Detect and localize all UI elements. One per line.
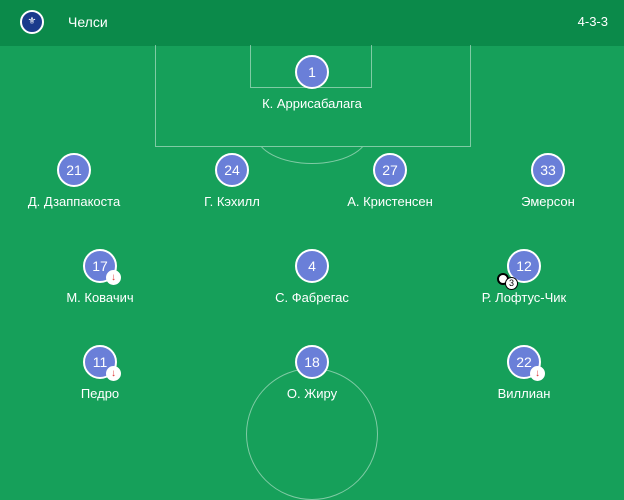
player[interactable]: 24 Г. Кэхилл — [152, 153, 312, 209]
player-number: 18 — [295, 345, 329, 379]
player-number: 1 — [295, 55, 329, 89]
goals-indicator: 3 — [497, 273, 521, 290]
player-number-text: 22 — [516, 354, 532, 370]
player-number-text: 4 — [308, 258, 316, 274]
player[interactable]: 18 О. Жиру — [232, 345, 392, 401]
player[interactable]: 4 С. Фабрегас — [232, 249, 392, 305]
player-number-text: 12 — [516, 258, 532, 274]
player[interactable]: 12 3 Р. Лофтус-Чик — [444, 249, 604, 305]
team-crest-icon: ⚜ — [20, 10, 44, 34]
team-header: ⚜ Челси 4-3-3 — [0, 0, 624, 46]
player[interactable]: 27 А. Кристенсен — [310, 153, 470, 209]
player-number: 21 — [57, 153, 91, 187]
player-name: Д. Дзаппакоста — [27, 194, 121, 209]
player[interactable]: 33 Эмерсон — [468, 153, 624, 209]
player-number-text: 11 — [92, 354, 108, 370]
penalty-box — [155, 45, 471, 147]
player-number-text: 27 — [382, 162, 398, 178]
substitution-out-icon: ↓ — [106, 366, 121, 381]
player-name: О. Жиру — [286, 386, 338, 401]
player-number-text: 21 — [66, 162, 82, 178]
player[interactable]: 21 Д. Дзаппакоста — [0, 153, 154, 209]
player[interactable]: 1 К. Аррисабалага — [232, 55, 392, 111]
player-name: С. Фабрегас — [275, 290, 349, 305]
player-number-text: 18 — [304, 354, 320, 370]
player-number: 11 ↓ — [83, 345, 121, 381]
player-name: Педро — [80, 386, 120, 401]
player-number-text: 24 — [224, 162, 240, 178]
player-number: 17 ↓ — [83, 249, 121, 285]
player-number-text: 1 — [308, 64, 316, 80]
player[interactable]: 22 ↓ Виллиан — [444, 345, 604, 401]
goal-count: 3 — [505, 277, 518, 290]
player[interactable]: 17 ↓ М. Ковачич — [20, 249, 180, 305]
player-name: Эмерсон — [521, 194, 575, 209]
player-name: Р. Лофтус-Чик — [481, 290, 567, 305]
substitution-out-icon: ↓ — [530, 366, 545, 381]
player-number: 27 — [373, 153, 407, 187]
player[interactable]: 11 ↓ Педро — [20, 345, 180, 401]
player-number-text: 33 — [540, 162, 556, 178]
formation: 4-3-3 — [577, 14, 608, 29]
player-name: А. Кристенсен — [347, 194, 433, 209]
player-number-text: 17 — [92, 258, 108, 274]
player-number: 12 3 — [497, 249, 541, 290]
player-name: Г. Кэхилл — [204, 194, 260, 209]
player-number: 22 ↓ — [507, 345, 545, 381]
player-name: К. Аррисабалага — [262, 96, 362, 111]
substitution-out-icon: ↓ — [106, 270, 121, 285]
player-name: М. Ковачич — [66, 290, 134, 305]
player-number: 24 — [215, 153, 249, 187]
team-name[interactable]: Челси — [68, 14, 108, 30]
player-name: Виллиан — [497, 386, 551, 401]
player-number: 33 — [531, 153, 565, 187]
player-number: 4 — [295, 249, 329, 283]
